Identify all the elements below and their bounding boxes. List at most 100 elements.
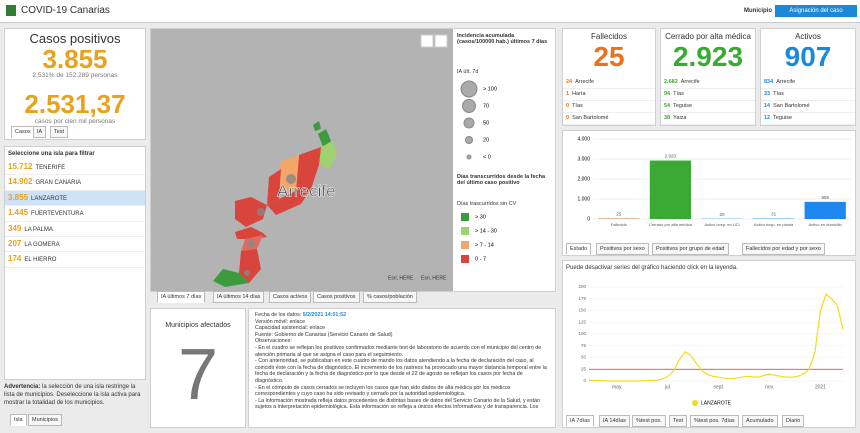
assign-button[interactable]: Asignación del caso <box>775 5 857 17</box>
info-line: Fuente: Gobierno de Canarias (Servicio C… <box>255 331 393 338</box>
tab[interactable]: % casos/población <box>363 291 417 303</box>
value-label: 25 <box>616 212 622 217</box>
islet <box>313 121 321 131</box>
y-tick-label: 0 <box>583 378 586 383</box>
tab[interactable]: IA <box>33 126 47 138</box>
logo <box>6 5 16 16</box>
municipio-label[interactable]: Municipio <box>744 8 772 14</box>
cases-title: Casos positivos <box>29 31 121 46</box>
island-row[interactable]: 14.902 GRAN CANARIA <box>5 175 145 191</box>
map-legend: Incidencia acumulada (casos/100000 hab.)… <box>455 29 555 291</box>
municipios-count: 7 <box>177 335 219 415</box>
island-row[interactable]: 174 EL HIERRO <box>5 252 145 268</box>
y-tick-label: 200 <box>578 284 586 289</box>
size-symbol <box>460 80 478 98</box>
kpi-row[interactable]: 24 Arrecife <box>563 77 655 89</box>
tab[interactable]: Acumulado <box>742 415 778 427</box>
municipality <box>267 189 311 215</box>
island-row[interactable]: 349 LA PALMA <box>5 222 145 237</box>
island-row[interactable]: 1.445 FUERTEVENTURA <box>5 206 145 222</box>
cases-pct: 2,531% de 152.289 personas <box>32 72 118 79</box>
ia-circle <box>244 270 250 276</box>
island-row[interactable]: 15.712 TENERIFE <box>5 160 145 176</box>
tab[interactable]: Positivos por sexo <box>596 243 649 255</box>
kpi-row[interactable]: 0 Tías <box>563 101 655 113</box>
tab[interactable]: Estado <box>566 243 592 255</box>
kpi-row-count: 12 <box>764 115 771 121</box>
legend-label[interactable]: LANZAROTE <box>701 400 732 406</box>
series-line <box>588 292 844 382</box>
size-symbol <box>466 154 472 160</box>
x-tick-label: 2021 <box>815 384 826 390</box>
tab[interactable]: Test <box>50 126 69 138</box>
kpi-row[interactable]: 54 Teguise <box>661 101 755 113</box>
class-swatch <box>461 213 469 221</box>
tab[interactable]: %test pos. 7días <box>690 415 739 427</box>
island-name: FUERTEVENTURA <box>31 211 84 218</box>
size-legend: > 100 70 50 20 < 0 <box>460 80 497 160</box>
x-tick-label: jul. <box>664 384 671 390</box>
island-row[interactable]: 207 LA GOMERA <box>5 237 145 253</box>
kpi-row-name: San Bartolomé <box>773 103 810 109</box>
kpi-row[interactable]: 834 Arrecife <box>761 77 855 89</box>
kpi-row-count: 2.682 <box>664 79 678 85</box>
kpi-list: 2.682 Arrecife 94 Tías 54 Teguise 38 Yaiza <box>661 77 755 125</box>
kpi-row[interactable]: 38 Yaiza <box>661 113 755 125</box>
tab[interactable]: Casos activos <box>269 291 312 303</box>
size-symbol <box>462 99 476 113</box>
tab[interactable]: Casos positivos <box>313 291 360 303</box>
kpi-list: 24 Arrecife 1 Haría 0 Tías 0 San Bartolomé <box>563 77 655 125</box>
tab[interactable]: Municipios <box>28 414 62 426</box>
x-tick-label: nov. <box>765 384 774 390</box>
island-name: GRAN CANARIA <box>35 180 82 187</box>
y-tick-label: 150 <box>578 308 586 313</box>
tab[interactable]: IA últimos 7 días <box>157 291 206 303</box>
kpi-row[interactable]: 2.682 Arrecife <box>661 77 755 89</box>
tab[interactable]: Casos <box>11 126 35 138</box>
map: Arrecife Esri, HERE Esri, HERE <box>151 29 453 291</box>
kpi-row-count: 834 <box>764 79 774 85</box>
kpi-row-name: Tías <box>673 91 684 97</box>
class-label: > 14 - 30 <box>475 228 497 234</box>
legend-title: Incidencia acumulada (casos/100000 hab.)… <box>457 33 548 45</box>
tab[interactable]: Diario <box>782 415 805 427</box>
tab[interactable]: Test <box>669 415 688 427</box>
y-tick-label: 175 <box>578 296 586 301</box>
kpi-row-count: 24 <box>566 79 573 85</box>
tab[interactable]: IA 7días <box>566 415 594 427</box>
tab[interactable]: Positivos por grupo de edad <box>652 243 729 255</box>
kpi-row[interactable]: 1 Haría <box>563 89 655 101</box>
legend-subtitle: IA últ. 7d <box>457 69 479 75</box>
y-tick-label: 125 <box>578 319 586 324</box>
layers-button[interactable] <box>434 34 448 48</box>
tab[interactable]: Isla <box>10 414 27 426</box>
tab[interactable]: %test pos. <box>632 415 666 427</box>
y-tick-label: 100 <box>578 331 586 336</box>
tab[interactable]: IA 14días <box>599 415 630 427</box>
kpi-row[interactable]: 0 San Bartolomé <box>563 113 655 125</box>
kpi-row[interactable]: 14 San Bartolomé <box>761 101 855 113</box>
tab[interactable]: IA últimos 14 días <box>213 291 265 303</box>
legend-title: Días transcurridos desde la fecha del úl… <box>457 174 546 186</box>
legend-marker[interactable] <box>692 400 698 406</box>
municipality <box>296 147 321 191</box>
kpi-row-count: 38 <box>664 115 671 121</box>
note: Advertencia: la selección de una isla re… <box>4 383 146 407</box>
tab[interactable]: Fallecidos por edad y por sexo <box>742 243 825 255</box>
bar <box>752 218 795 219</box>
home-button[interactable] <box>420 34 434 48</box>
kpi-row[interactable]: 94 Tías <box>661 89 755 101</box>
x-tick-label: Activo en domicilio <box>809 222 843 227</box>
kpi-row-count: 14 <box>764 103 771 109</box>
kpi-row-name: Yaiza <box>673 115 687 121</box>
kpi-row-name: Haría <box>572 91 586 97</box>
header: COVID-19 Canarias Municipio Asignación d… <box>0 0 860 23</box>
kpi-row[interactable]: 33 Tías <box>761 89 855 101</box>
kpi-row[interactable]: 12 Teguise <box>761 113 855 125</box>
class-label: > 30 <box>475 214 486 220</box>
map-label: Arrecife <box>277 181 336 200</box>
date-label: Fecha de los datos: <box>255 312 302 318</box>
municipios-panel: Municipios afectados 7 <box>150 308 246 428</box>
island-row[interactable]: 3.855 LANZAROTE <box>5 190 145 207</box>
